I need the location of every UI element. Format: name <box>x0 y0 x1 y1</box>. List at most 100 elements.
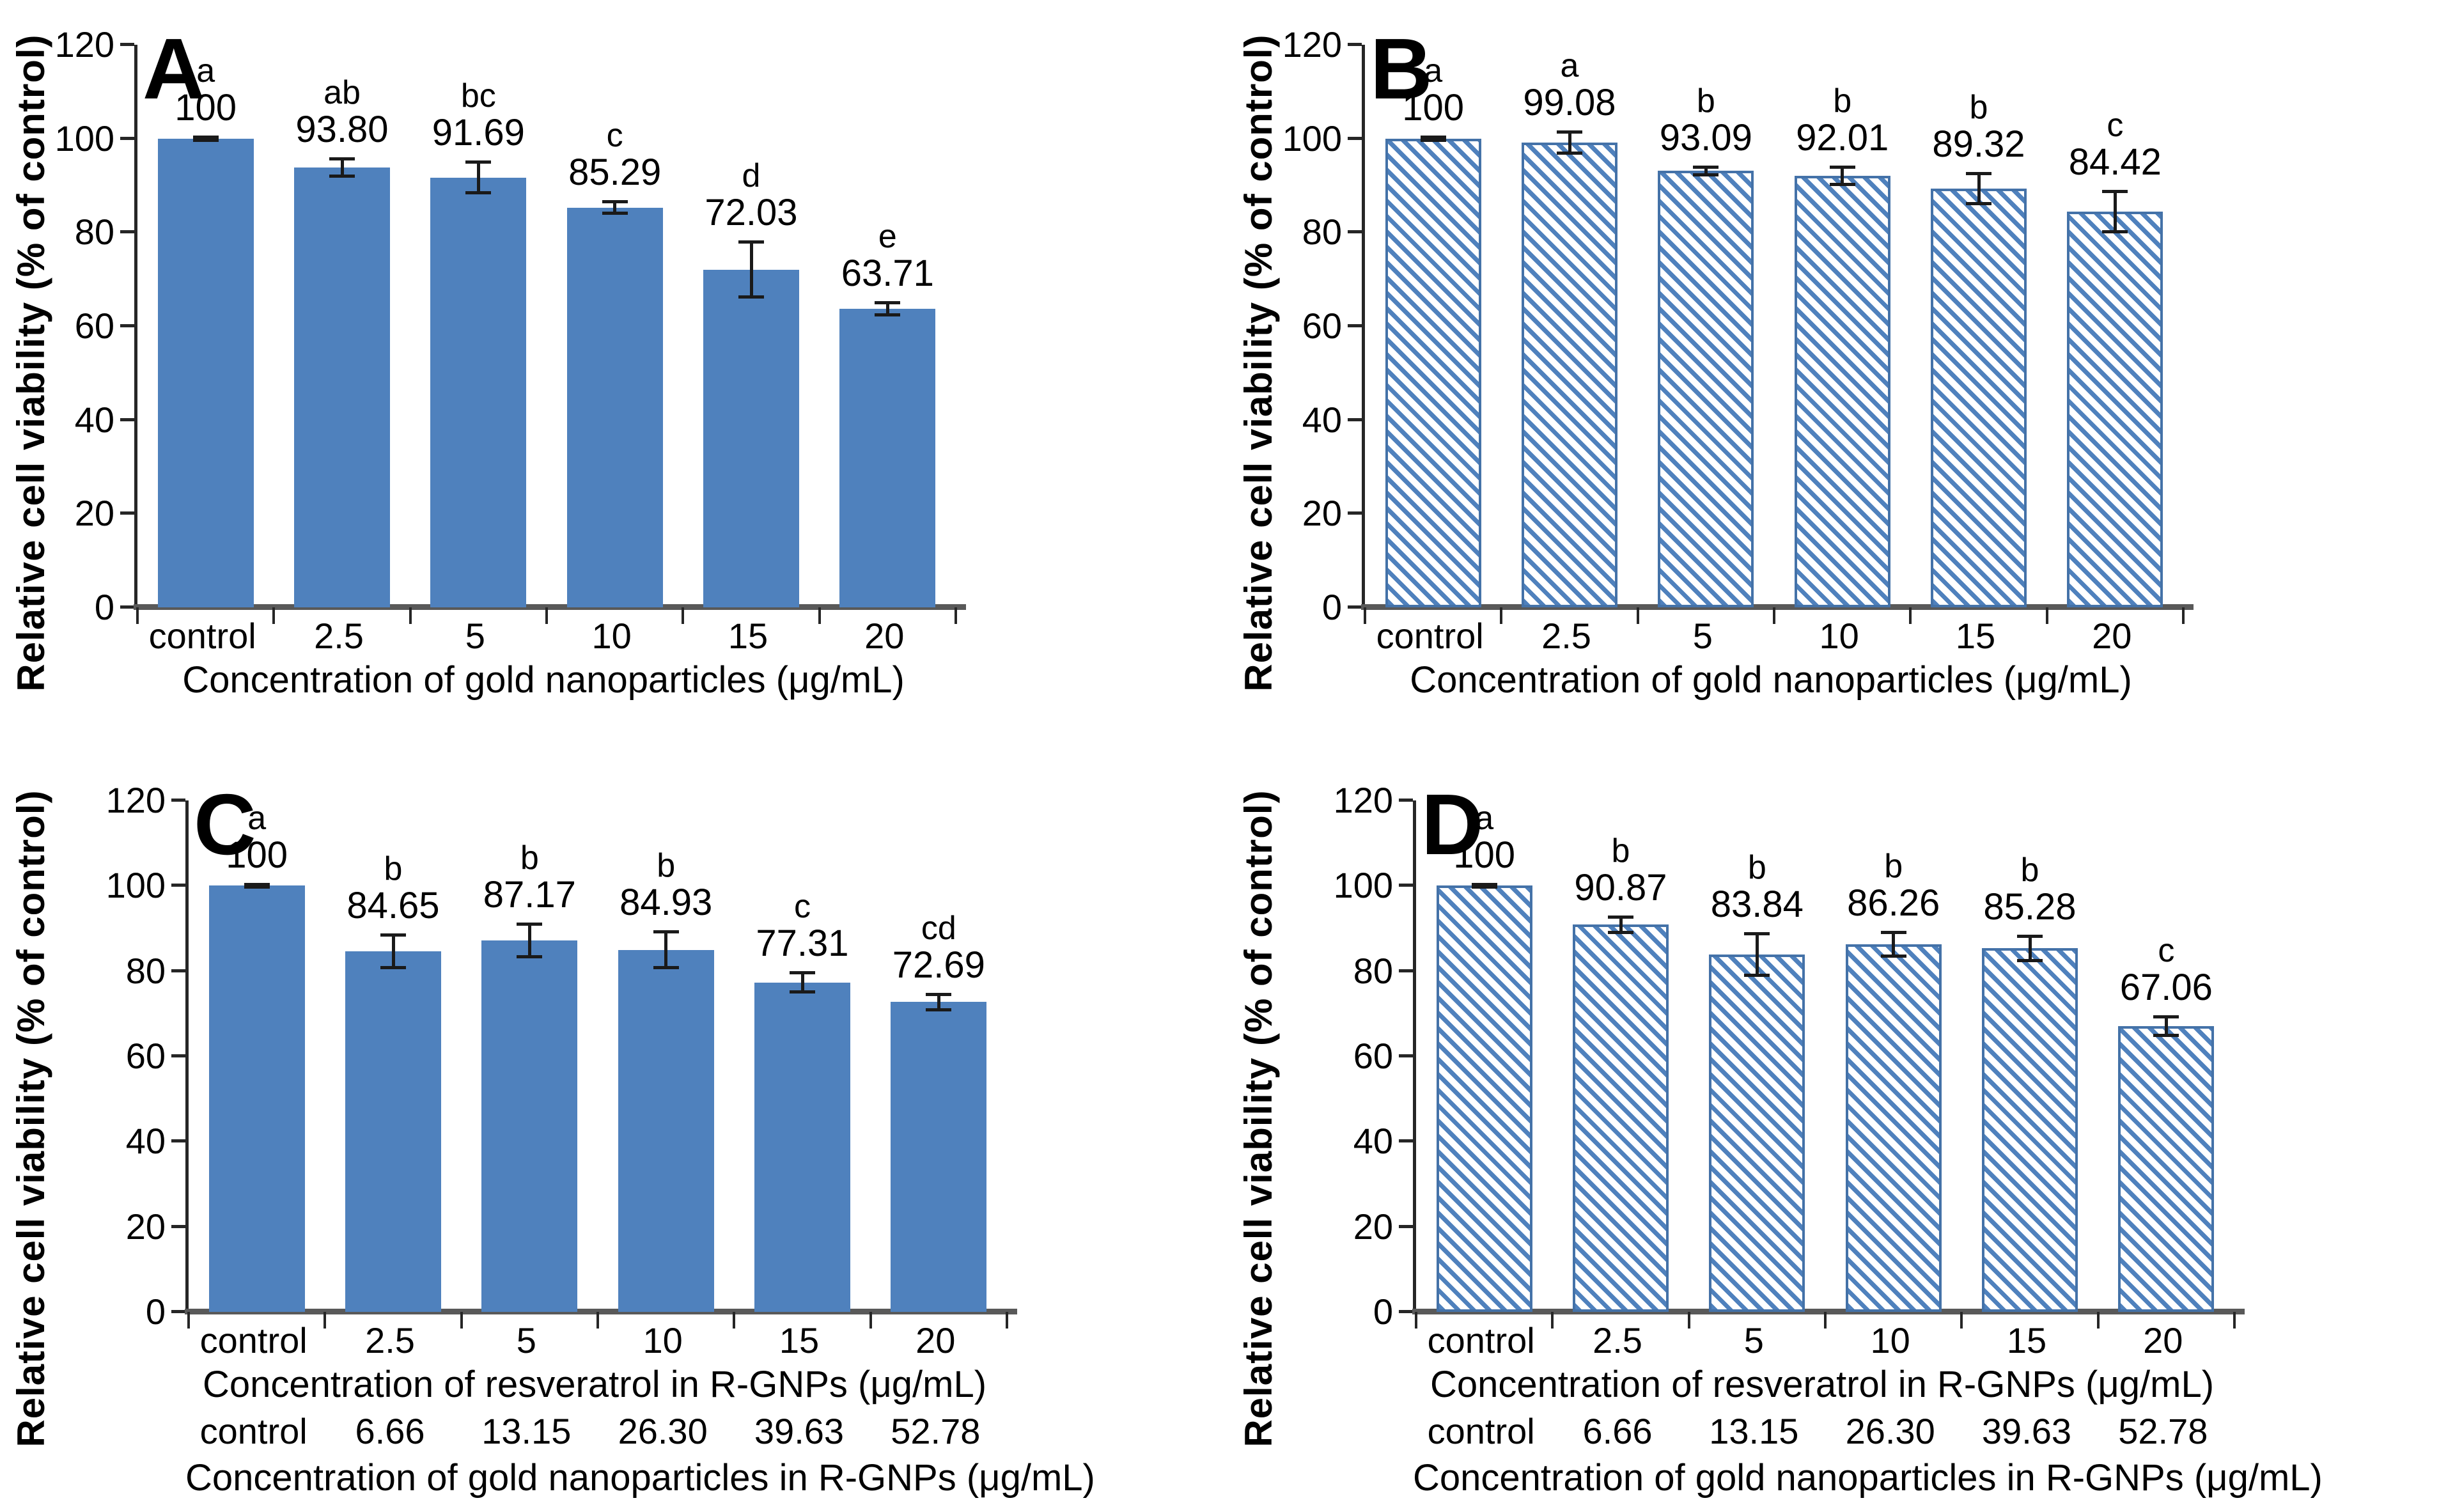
x-tick-label: 5 <box>465 616 485 656</box>
x-tick-mark <box>596 1312 599 1329</box>
y-tick-mark <box>1348 511 1362 515</box>
x-tick-label: 10 <box>591 616 632 656</box>
x-tick-label-secondary: 6.66 <box>355 1411 425 1451</box>
error-bar-cap-bottom <box>790 990 815 994</box>
x-tick-label: 10 <box>1819 616 1859 656</box>
significance-letter: c <box>2158 931 2175 969</box>
y-tick-label: 60 <box>1302 306 1342 346</box>
y-axis-title: Relative cell viability (% of control) <box>1237 790 1280 1447</box>
y-tick-mark <box>120 136 134 140</box>
x-tick-label: control <box>148 616 256 656</box>
error-bar-cap-bottom <box>2102 230 2128 233</box>
bar <box>1436 885 1532 1312</box>
error-bar-cap-bottom <box>875 313 901 316</box>
error-bar-cap-top <box>2102 190 2128 194</box>
bar <box>618 949 714 1312</box>
plot-area: B 0 20 40 60 80 100 120 a 100 a 99.08 b 93.09 b 92.01 b 8… <box>1282 24 2194 627</box>
x-tick-label: 5 <box>516 1320 536 1360</box>
bar-value: 87.17 <box>483 873 576 916</box>
significance-letter: b <box>1969 88 1988 126</box>
error-bar <box>1880 930 1906 958</box>
x-tick-label: 2.5 <box>365 1320 415 1360</box>
error-bar-cap-bottom <box>1880 955 1906 958</box>
error-bar-cap-bottom <box>329 175 355 178</box>
x-tick-mark <box>1773 607 1775 624</box>
x-tick-mark <box>869 1312 872 1329</box>
significance-letter: b <box>657 847 676 885</box>
y-tick-mark <box>1399 1139 1413 1143</box>
bar-label: c 84.42 <box>2019 108 2211 182</box>
x-tick-label-secondary: 26.30 <box>618 1411 708 1451</box>
x-tick-label-secondary: 13.15 <box>1709 1411 1799 1451</box>
error-bar <box>465 160 492 195</box>
error-bar-line <box>937 992 940 1012</box>
bar <box>891 1002 987 1312</box>
y-tick-label: 20 <box>125 1206 166 1247</box>
bar-label: b 89.32 <box>1883 90 2075 164</box>
error-bar-line <box>1755 932 1759 977</box>
y-tick-label: 20 <box>1302 493 1342 534</box>
significance-letter: a <box>1424 52 1443 90</box>
error-bar-line <box>885 301 889 316</box>
y-tick-label: 60 <box>1353 1036 1393 1076</box>
panel-chart-a: Relative cell viability (% of control) A 0… <box>0 0 1228 756</box>
plot-area: A 0 20 40 60 80 100 120 a 100 ab 93.80 bc 91.69 c 85.29… <box>55 24 966 627</box>
bar-label: e 63.71 <box>791 219 983 293</box>
x-axis-title-secondary: Concentration of gold nanoparticles in R… <box>1413 1457 2323 1499</box>
x-tick-mark <box>818 607 821 624</box>
y-tick-label: 80 <box>1302 212 1342 253</box>
y-tick-mark <box>120 511 134 515</box>
y-tick-mark <box>1399 969 1413 972</box>
plot-area: D 0 20 40 60 80 100 120 a 100 b 90.87 b 83.84 b 86.26 b 8… <box>1334 780 2245 1332</box>
bar-label: a 100 <box>1389 801 1580 875</box>
y-tick-label: 120 <box>1282 24 1342 65</box>
error-bar-cap-top <box>1880 930 1906 934</box>
x-tick-mark <box>1636 607 1639 624</box>
y-tick-label: 100 <box>105 865 166 906</box>
bar-value: 67.06 <box>2119 966 2213 1008</box>
y-tick-label: 40 <box>1302 399 1342 440</box>
significance-letter: c <box>794 888 811 926</box>
bar-value: 100 <box>226 834 288 876</box>
error-bar-line <box>613 199 617 215</box>
bar <box>1794 176 1890 607</box>
significance-letter: b <box>1747 849 1766 887</box>
bar-label: b 84.65 <box>297 852 489 926</box>
error-bar-cap-top <box>1829 166 1855 169</box>
error-bar-cap-top <box>1693 165 1719 169</box>
error-bar <box>244 882 270 889</box>
error-bar-cap-bottom <box>2017 958 2043 962</box>
error-bar-cap-bottom <box>1693 173 1719 177</box>
x-axis-title: Concentration of gold nanoparticles (μg/… <box>182 659 905 701</box>
x-tick-label: 15 <box>2006 1320 2047 1360</box>
bar-value: 72.03 <box>705 192 798 234</box>
error-bar <box>2153 1015 2179 1038</box>
x-tick-mark <box>1364 607 1366 624</box>
y-tick-mark <box>171 884 185 887</box>
error-bar-line <box>1431 135 1435 142</box>
x-tick-mark <box>460 1312 463 1329</box>
error-bar <box>1966 171 1991 206</box>
error-bar-line <box>1704 165 1708 177</box>
bar-label: b 93.09 <box>1610 84 1802 158</box>
y-tick-label: 80 <box>74 212 114 253</box>
error-bar-cap-bottom <box>1471 885 1497 889</box>
error-bar <box>380 933 406 969</box>
error-bar <box>1557 130 1582 155</box>
error-bar <box>1693 165 1719 177</box>
x-tick-mark <box>733 1312 736 1329</box>
x-tick-label: 20 <box>916 1320 956 1360</box>
bar-label: b 86.26 <box>1798 849 1990 923</box>
error-bar-line <box>2113 190 2117 233</box>
y-axis-title: Relative cell viability (% of control) <box>10 790 52 1447</box>
x-axis-title-secondary: Concentration of gold nanoparticles in R… <box>185 1457 1095 1499</box>
x-tick-label: control <box>1427 1320 1535 1360</box>
y-tick-mark <box>171 1054 185 1057</box>
error-bar <box>653 930 679 970</box>
x-tick-label: 2.5 <box>1593 1320 1642 1360</box>
x-tick-label: 10 <box>1870 1320 1910 1360</box>
panel-letter: C <box>194 776 256 873</box>
error-bar-cap-top <box>329 157 355 161</box>
bar-label: c 77.31 <box>706 889 898 963</box>
bar-label: ab 93.80 <box>246 75 438 150</box>
